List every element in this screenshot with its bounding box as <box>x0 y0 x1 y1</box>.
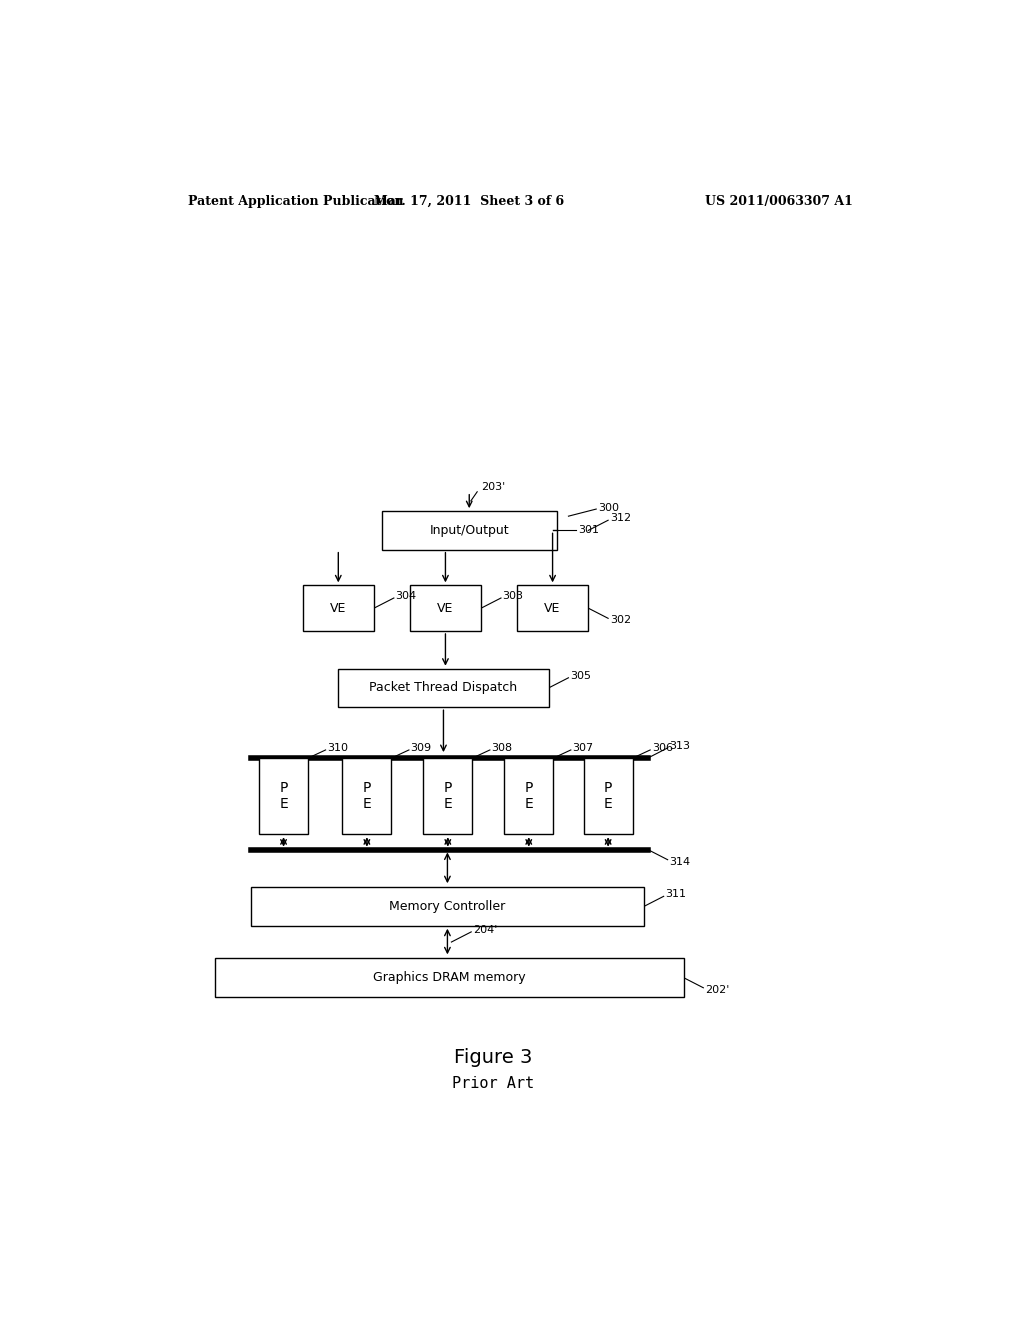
Bar <box>342 758 391 834</box>
Bar <box>410 585 481 631</box>
Text: 305: 305 <box>570 671 591 681</box>
Text: 202': 202' <box>705 985 729 995</box>
Bar <box>423 758 472 834</box>
Bar <box>303 585 374 631</box>
Text: 306: 306 <box>651 743 673 752</box>
Text: Prior Art: Prior Art <box>452 1076 535 1090</box>
Text: 313: 313 <box>670 741 690 751</box>
Text: 308: 308 <box>492 743 513 752</box>
Text: 307: 307 <box>572 743 594 752</box>
Bar <box>382 511 557 549</box>
Text: VE: VE <box>330 602 346 615</box>
Bar <box>259 758 308 834</box>
Text: Packet Thread Dispatch: Packet Thread Dispatch <box>370 681 517 694</box>
Bar <box>504 758 553 834</box>
Text: VE: VE <box>437 602 454 615</box>
Text: Mar. 17, 2011  Sheet 3 of 6: Mar. 17, 2011 Sheet 3 of 6 <box>374 194 564 207</box>
Text: 303: 303 <box>503 591 523 601</box>
Bar <box>251 887 644 925</box>
Text: P
E: P E <box>443 781 453 812</box>
Text: Memory Controller: Memory Controller <box>389 900 506 913</box>
Text: 203': 203' <box>481 482 506 492</box>
Text: P
E: P E <box>524 781 534 812</box>
Text: P
E: P E <box>604 781 612 812</box>
Text: 309: 309 <box>411 743 432 752</box>
Bar <box>517 585 588 631</box>
Text: 310: 310 <box>328 743 348 752</box>
Text: US 2011/0063307 A1: US 2011/0063307 A1 <box>705 194 853 207</box>
Text: Patent Application Publication: Patent Application Publication <box>187 194 403 207</box>
Text: 304: 304 <box>395 591 417 601</box>
Bar <box>215 958 684 997</box>
Text: 312: 312 <box>609 513 631 523</box>
Text: 204': 204' <box>473 925 498 935</box>
Text: 300: 300 <box>598 503 618 513</box>
Text: P
E: P E <box>280 781 288 812</box>
Text: Graphics DRAM memory: Graphics DRAM memory <box>373 972 525 985</box>
Text: 311: 311 <box>666 890 686 899</box>
Text: 314: 314 <box>670 857 690 867</box>
Text: Input/Output: Input/Output <box>429 524 509 537</box>
Text: VE: VE <box>545 602 561 615</box>
Text: Figure 3: Figure 3 <box>454 1048 532 1068</box>
Text: 301: 301 <box>578 525 599 536</box>
Bar <box>338 669 549 708</box>
Text: P
E: P E <box>362 781 372 812</box>
Text: 302: 302 <box>609 615 631 626</box>
Bar <box>584 758 633 834</box>
